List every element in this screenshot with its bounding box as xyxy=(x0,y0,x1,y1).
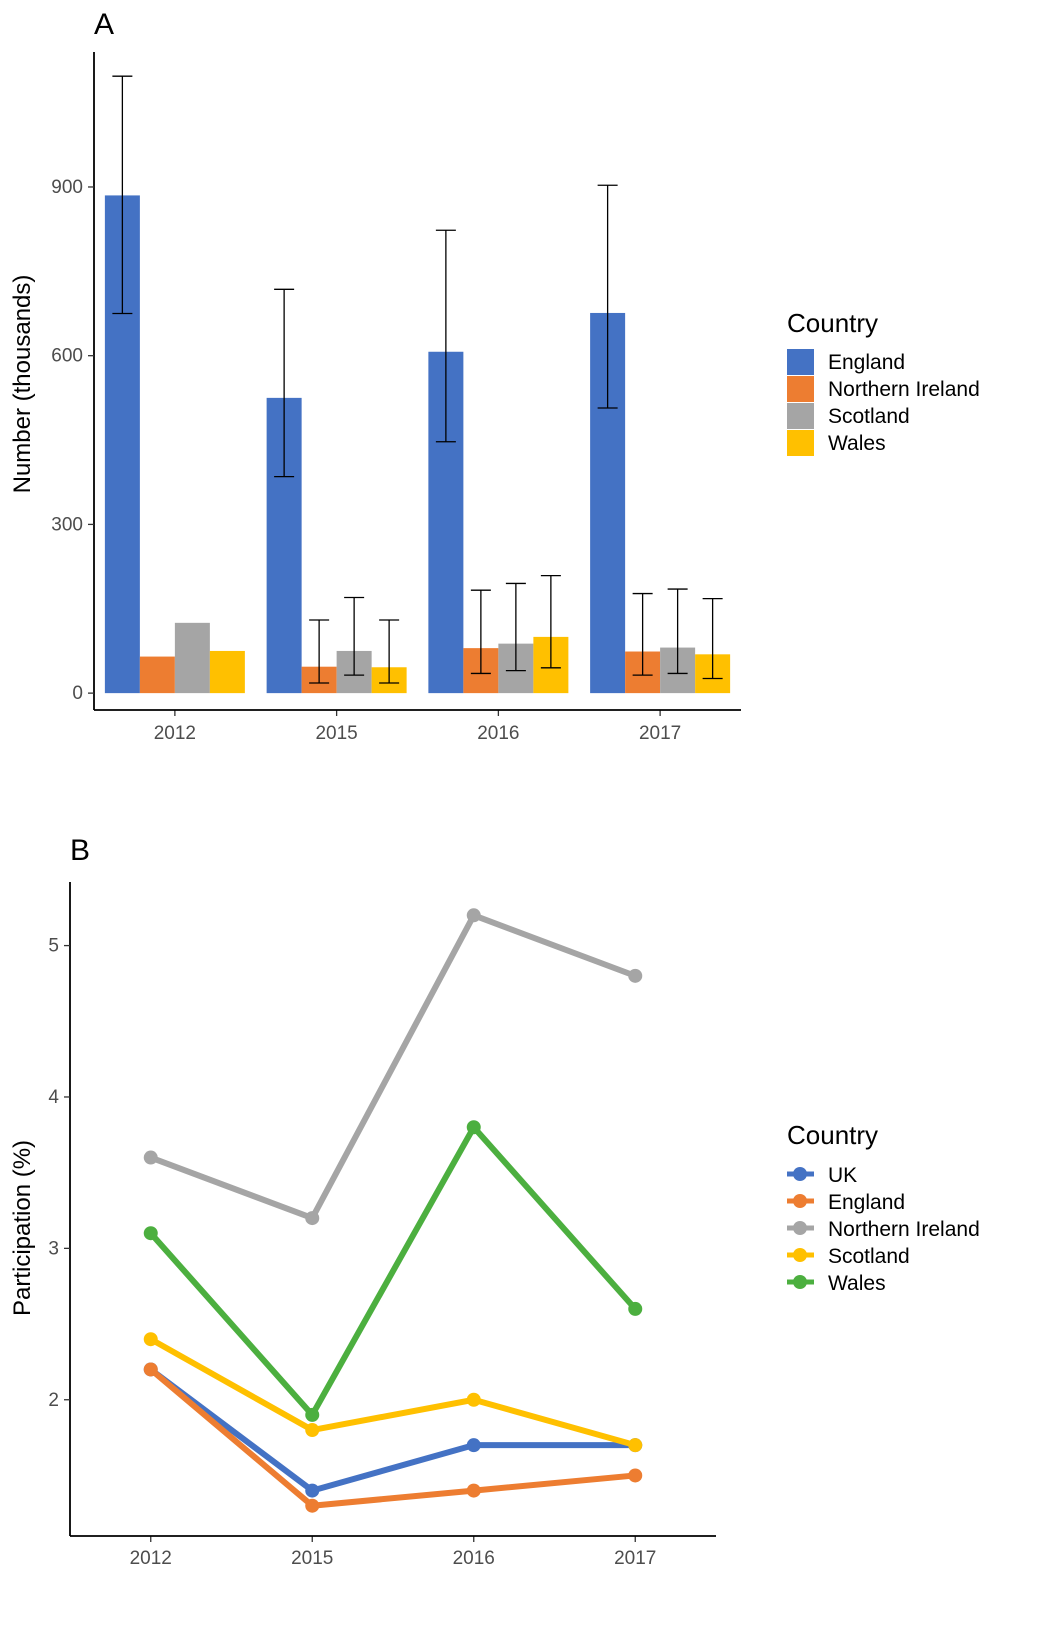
panel-b-label: B xyxy=(70,834,90,867)
point-northern-ireland-2012 xyxy=(143,1150,158,1165)
x-tick-label-2012: 2012 xyxy=(154,723,196,744)
x-tick-label-2012: 2012 xyxy=(130,1548,172,1569)
point-wales-2015 xyxy=(305,1407,320,1422)
legend-title: Country xyxy=(787,1120,878,1150)
legend-key-point-scotland xyxy=(793,1248,807,1262)
point-england-2017 xyxy=(628,1468,643,1483)
point-uk-2016 xyxy=(466,1438,481,1453)
y-tick-label-900: 900 xyxy=(51,177,83,198)
y-tick-label-4: 4 xyxy=(48,1087,59,1108)
legend-key-scotland xyxy=(787,403,814,429)
legend-key-point-england xyxy=(793,1194,807,1208)
legend-label-england: England xyxy=(828,1191,905,1214)
y-tick-label-600: 600 xyxy=(51,346,83,367)
x-tick-label-2017: 2017 xyxy=(639,723,681,744)
legend-key-point-uk xyxy=(793,1167,807,1181)
point-scotland-2016 xyxy=(466,1392,481,1407)
point-northern-ireland-2015 xyxy=(305,1211,320,1226)
bar-scotland-2012 xyxy=(174,622,210,694)
x-tick-label-2015: 2015 xyxy=(315,723,357,744)
line-england xyxy=(148,1367,636,1509)
x-tick-label-2016: 2016 xyxy=(453,1548,495,1569)
point-northern-ireland-2017 xyxy=(628,968,643,983)
panel-b-line-chart: B 2012 2015 2016 2017 2 3 4 5 Participation (%)… xyxy=(9,834,980,1569)
legend-label-scotland: Scotland xyxy=(828,405,910,428)
point-wales-2017 xyxy=(628,1301,643,1316)
point-england-2016 xyxy=(466,1483,481,1498)
panel-a-legend: Country England Northern Ireland Scotland Wa… xyxy=(787,308,980,456)
y-tick-label-300: 300 xyxy=(51,514,83,535)
legend-label-wales: Wales xyxy=(828,1272,886,1295)
legend-key-point-wales xyxy=(793,1275,807,1289)
y-tick-label-0: 0 xyxy=(72,683,83,704)
line-uk xyxy=(148,1367,636,1494)
y-tick-label-5: 5 xyxy=(48,936,59,957)
legend-label-england: England xyxy=(828,351,905,374)
point-scotland-2012 xyxy=(143,1332,158,1347)
point-scotland-2015 xyxy=(305,1423,320,1438)
line-northern-ireland xyxy=(149,912,637,1222)
panel-b-legend: Country UK England Northern Ireland Scotland… xyxy=(787,1120,980,1295)
line-scotland xyxy=(149,1336,637,1449)
point-scotland-2017 xyxy=(628,1438,643,1453)
legend-label-wales: Wales xyxy=(828,432,886,455)
bar-wales-2012 xyxy=(209,650,245,694)
legend-key-point-northern-ireland xyxy=(793,1221,807,1235)
legend-label-uk: UK xyxy=(828,1164,857,1187)
panel-a-y-axis-title: Number (thousands) xyxy=(9,275,36,494)
legend-key-wales xyxy=(787,430,814,456)
y-tick-label-2: 2 xyxy=(48,1390,59,1411)
panel-a-label: A xyxy=(94,8,114,41)
x-tick-label-2015: 2015 xyxy=(291,1548,333,1569)
panel-b-y-axis-title: Participation (%) xyxy=(9,1140,36,1316)
x-tick-label-2017: 2017 xyxy=(614,1548,656,1569)
legend-key-england xyxy=(787,349,814,375)
line-wales xyxy=(148,1124,638,1418)
y-tick-label-3: 3 xyxy=(48,1238,59,1259)
point-wales-2012 xyxy=(143,1226,158,1241)
bar-northern-ireland-2012 xyxy=(139,656,175,694)
point-england-2015 xyxy=(305,1498,320,1513)
legend-label-northern-ireland: Northern Ireland xyxy=(828,1218,980,1241)
legend-title: Country xyxy=(787,308,878,338)
point-wales-2016 xyxy=(466,1120,481,1135)
point-uk-2015 xyxy=(305,1483,320,1498)
legend-label-scotland: Scotland xyxy=(828,1245,910,1268)
panel-a-bar-chart: A 2012 2015 2016 2017 0 300 600 900 Number (tho… xyxy=(9,8,980,744)
legend-key-northern-ireland xyxy=(787,376,814,402)
point-england-2012 xyxy=(143,1362,158,1377)
legend-label-northern-ireland: Northern Ireland xyxy=(828,378,980,401)
x-tick-label-2016: 2016 xyxy=(477,723,519,744)
point-northern-ireland-2016 xyxy=(466,908,481,923)
